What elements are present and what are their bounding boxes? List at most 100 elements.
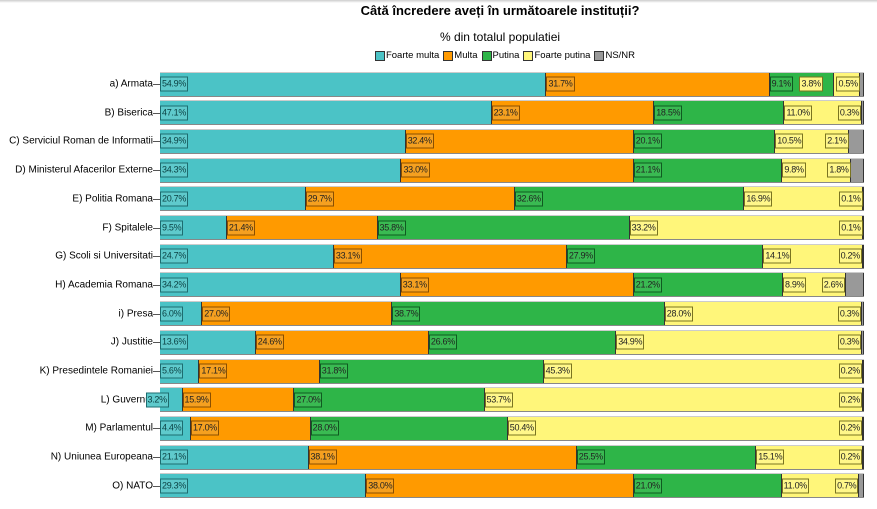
bar-segment-multa (333, 244, 567, 268)
data-label: 38.1% (308, 449, 337, 465)
bar-row: 4.4% 17.0% 28.0% 50.4% 0.2% (160, 416, 864, 440)
bar-segment-ns-nr (849, 129, 864, 153)
bar-segment-foarte-multa (160, 187, 306, 211)
data-label: 0.2% (838, 449, 862, 465)
data-label: 38.7% (392, 306, 421, 322)
data-label: 0.7% (835, 478, 859, 494)
bar-segment-putina (633, 273, 784, 297)
bar-segment-foarte-putina (616, 330, 862, 354)
data-label: 50.4% (507, 420, 536, 436)
bar-row: 47.1% 23.1% 18.5% 11.0% 0.3% (160, 101, 864, 125)
data-label: 29.7% (305, 191, 334, 207)
legend-item: Multa (443, 50, 478, 61)
data-label: 33.1% (400, 277, 429, 293)
axis-tick (153, 342, 160, 344)
data-label: 17.1% (199, 363, 228, 379)
bar-row: 13.6% 24.6% 26.6% 34.9% 0.3% (160, 330, 864, 354)
data-label: 3.8% (799, 76, 823, 92)
data-label: 21.1% (160, 449, 189, 465)
data-label: 15.1% (756, 449, 785, 465)
axis-tick (153, 313, 160, 315)
data-label: 21.2% (633, 277, 662, 293)
bar-segment-multa (401, 158, 634, 182)
axis-tick (153, 428, 160, 430)
bar-segment-multa (546, 72, 770, 96)
data-label: 32.4% (405, 133, 434, 149)
axis-tick (153, 198, 160, 200)
data-label: 27.0% (202, 306, 231, 322)
bar-row: 34.3% 33.0% 21.1% 9.8% 1.8% (160, 158, 864, 182)
bar-segment-ns-nr (861, 302, 864, 326)
bar-segment-ns-nr (845, 273, 864, 297)
bar-row: 21.1% 38.1% 25.5% 15.1% 0.2% (160, 445, 864, 469)
data-label: 0.3% (837, 334, 862, 350)
bar-segment-ns-nr (859, 474, 864, 498)
data-label: 18.5% (654, 105, 683, 121)
bar-segment-foarte-multa (160, 244, 334, 268)
bar-row: 5.6% 17.1% 31.8% 45.3% 0.2% (160, 359, 864, 383)
legend-label: NS/NR (605, 50, 636, 61)
bar-segment-multa (405, 129, 634, 153)
data-label: 6.0% (160, 306, 184, 322)
data-label: 20.1% (633, 133, 662, 149)
bar-segment-foarte-multa (160, 445, 309, 469)
legend: Foarte multa Multa Putina Foarte putina NS/N… (0, 50, 877, 61)
axis-tick (153, 112, 160, 114)
axis-tick (153, 256, 160, 258)
bar-segment-putina (633, 474, 782, 498)
bar-segment-putina (294, 388, 485, 412)
data-label: 32.6% (514, 191, 543, 207)
category-label: F) Spitalele (102, 222, 153, 233)
bar-row: 34.9% 32.4% 20.1% 10.5% 2.1% (160, 129, 864, 153)
data-label: 8.9% (783, 277, 807, 293)
data-label: 24.6% (255, 334, 284, 350)
bar-segment-putina (392, 302, 665, 326)
bar-segment-ns-nr (862, 359, 864, 383)
legend-item: Putina (481, 50, 520, 61)
data-label: 27.0% (294, 392, 323, 408)
bar-segment-putina (514, 187, 745, 211)
data-label: 53.7% (484, 392, 513, 408)
bar-row: 34.2% 33.1% 21.2% 8.9% 2.6% (160, 273, 864, 297)
data-label: 16.9% (744, 191, 773, 207)
chart-title: Câtă încredere aveți în următoarele inst… (360, 3, 640, 18)
legend-label: Multa (454, 50, 478, 61)
bar-segment-multa (305, 187, 515, 211)
bar-segment-multa (308, 445, 577, 469)
legend-item: Foarte multa (374, 50, 440, 61)
data-label: 33.0% (401, 162, 430, 178)
data-label: 35.8% (377, 220, 406, 235)
bar-segment-putina (566, 244, 764, 268)
category-label: C) Serviciul Roman de Informatii (9, 135, 153, 147)
bar-segment-foarte-putina (664, 302, 862, 326)
data-label: 20.7% (160, 191, 189, 207)
data-label: 4.4% (160, 420, 184, 436)
category-label: J) Justitie (110, 336, 153, 348)
data-label: 0.3% (837, 105, 862, 121)
data-label: 2.6% (821, 277, 846, 293)
category-label: E) Politia Romana (72, 193, 153, 205)
bar-segment-putina (633, 158, 783, 182)
data-label: 34.9% (616, 334, 645, 350)
data-label: 54.9% (160, 76, 189, 92)
data-label: 31.7% (546, 76, 575, 92)
bar-segment-foarte-multa (160, 474, 367, 498)
data-label: 0.1% (839, 191, 863, 207)
data-label: 17.0% (190, 420, 219, 436)
bar-segment-putina (633, 129, 776, 153)
data-label: 33.1% (333, 248, 362, 264)
data-label: 21.0% (633, 478, 662, 494)
bar-row: 20.7% 29.7% 32.6% 16.9% 0.1% (160, 187, 865, 211)
bar-row: 9.5% 21.4% 35.8% 33.2% 0.1% (160, 216, 865, 239)
category-label: K) Presedintele Romaniei (39, 365, 153, 377)
data-label: 0.2% (838, 392, 862, 408)
legend-label: Foarte multa (385, 50, 440, 61)
data-label: 31.8% (319, 363, 348, 379)
bar-segment-ns-nr (851, 158, 864, 182)
legend-label: Putina (492, 50, 520, 61)
bar-segment-ns-nr (861, 330, 864, 354)
category-label: G) Scoli si Universitati (55, 250, 153, 262)
data-label: 34.2% (160, 277, 189, 293)
data-label: 21.1% (633, 162, 662, 178)
